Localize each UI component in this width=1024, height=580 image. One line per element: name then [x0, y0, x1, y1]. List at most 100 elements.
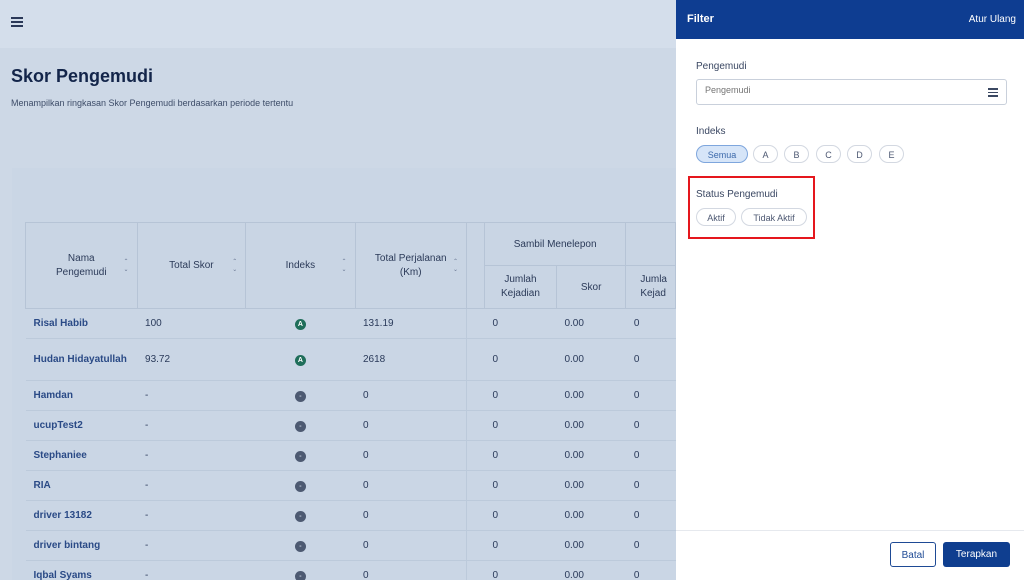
table-row[interactable]: Risal Habib 100 A 131.19 0 0.00 0 [25, 308, 676, 339]
driver-select[interactable] [696, 79, 1007, 105]
total-score: - [137, 530, 246, 561]
total-trip: 0 [355, 470, 467, 501]
score: 0.00 [556, 440, 626, 471]
status-option-tidak-aktif[interactable]: Tidak Aktif [741, 208, 807, 226]
filter-panel: Filter Atur Ulang Pengemudi Indeks Semua… [676, 0, 1024, 580]
score: 0.00 [556, 308, 626, 339]
reset-button[interactable]: Atur Ulang [968, 14, 1016, 25]
index-cell: - [245, 560, 355, 580]
incidents: 0 [484, 410, 557, 441]
driver-name[interactable]: Iqbal Syams [25, 560, 138, 580]
total-score: - [137, 560, 246, 580]
index-option-semua[interactable]: Semua [696, 145, 748, 163]
top-bar [0, 0, 676, 48]
table-row[interactable]: Iqbal Syams - -0 0 0.00 0 [25, 560, 676, 580]
next-incidents: 0 [625, 500, 676, 531]
index-cell: - [245, 440, 355, 471]
column-header-total-trip[interactable]: Total Perjalanan (Km) ⌃ ⌄ [354, 222, 468, 309]
cancel-button[interactable]: Batal [890, 542, 936, 567]
spacer-cell [466, 470, 485, 501]
spacer-cell [466, 410, 485, 441]
index-option-e[interactable]: E [879, 145, 904, 163]
score: 0.00 [556, 560, 626, 580]
column-header-name[interactable]: Nama Pengemudi ⌃ ⌄ [25, 222, 138, 309]
next-incidents: 0 [625, 470, 676, 501]
column-header-total-score[interactable]: Total Skor ⌃ ⌄ [136, 222, 247, 309]
filter-header: Filter Atur Ulang [676, 0, 1024, 39]
driver-name[interactable]: Hamdan [25, 380, 138, 411]
spacer-cell [466, 308, 485, 339]
table-row[interactable]: driver bintang - -0 0 0.00 0 [25, 530, 676, 561]
column-header-incidents-next: Jumla Kejad [625, 265, 676, 309]
driver-name[interactable]: Stephaniee [25, 440, 138, 471]
sort-icon[interactable]: ⌃ ⌄ [232, 258, 238, 273]
column-group-next [625, 222, 676, 266]
spacer-cell [466, 380, 485, 411]
table-row[interactable]: Hamdan - -0 0 0.00 0 [25, 380, 676, 411]
spacer-cell [466, 338, 485, 381]
total-trip: 0 [355, 530, 467, 561]
next-incidents: 0 [625, 338, 676, 381]
footer-divider [676, 530, 1024, 531]
total-score: - [137, 500, 246, 531]
total-score: 93.72 [137, 338, 246, 381]
total-score: - [137, 380, 246, 411]
sort-icon[interactable]: ⌃ ⌄ [453, 258, 459, 273]
status-label: Status Pengemudi [696, 189, 778, 200]
sort-icon[interactable]: ⌃ ⌄ [341, 258, 347, 273]
next-incidents: 0 [625, 410, 676, 441]
driver-name[interactable]: ucupTest2 [25, 410, 138, 441]
index-badge: - [294, 480, 306, 492]
incidents: 0 [484, 530, 557, 561]
index-option-d[interactable]: D [847, 145, 872, 163]
total-score: - [137, 410, 246, 441]
sort-icon[interactable]: ⌃ ⌄ [123, 258, 129, 273]
table-row[interactable]: Hudan Hidayatullah 93.72 A 2618 0 0.00 0 [25, 338, 676, 381]
table-row[interactable]: RIA - -0 0 0.00 0 [25, 470, 676, 501]
table-row[interactable]: ucupTest2- -0 0 0.00 0 [25, 410, 676, 441]
total-trip: 0 [355, 440, 467, 471]
index-option-a[interactable]: A [753, 145, 778, 163]
total-trip: 0 [355, 500, 467, 531]
index-badge: A [294, 354, 306, 366]
next-incidents: 0 [625, 530, 676, 561]
index-cell: A [245, 308, 355, 339]
index-badge: - [294, 390, 306, 402]
status-highlight-box [688, 176, 815, 239]
main-content: Skor Pengemudi Menampilkan ringkasan Sko… [0, 0, 676, 580]
list-icon[interactable] [988, 88, 998, 99]
driver-input[interactable] [705, 85, 965, 95]
driver-name[interactable]: Risal Habib [25, 308, 138, 339]
driver-label: Pengemudi [696, 61, 747, 72]
score: 0.00 [556, 410, 626, 441]
driver-name[interactable]: RIA [25, 470, 138, 501]
table-row[interactable]: driver 13182- -0 0 0.00 0 [25, 500, 676, 531]
page-subtitle: Menampilkan ringkasan Skor Pengemudi ber… [11, 98, 294, 108]
column-header-index[interactable]: Indeks ⌃ ⌄ [245, 222, 356, 309]
total-trip: 131.19 [355, 308, 467, 339]
incidents: 0 [484, 338, 557, 381]
apply-button[interactable]: Terapkan [943, 542, 1010, 567]
hamburger-menu-icon[interactable] [11, 17, 23, 27]
driver-name[interactable]: driver bintang [25, 530, 138, 561]
driver-name[interactable]: Hudan Hidayatullah [25, 338, 138, 381]
total-trip: 2618 [355, 338, 467, 381]
incidents: 0 [484, 560, 557, 580]
next-incidents: 0 [625, 308, 676, 339]
incidents: 0 [484, 470, 557, 501]
incidents: 0 [484, 380, 557, 411]
index-option-b[interactable]: B [784, 145, 809, 163]
score: 0.00 [556, 470, 626, 501]
spacer-cell [466, 440, 485, 471]
driver-name[interactable]: driver 13182 [25, 500, 138, 531]
total-score: - [137, 440, 246, 471]
table-row[interactable]: Stephaniee - -0 0 0.00 0 [25, 440, 676, 471]
spacer-cell [466, 500, 485, 531]
status-option-aktif[interactable]: Aktif [696, 208, 736, 226]
score: 0.00 [556, 530, 626, 561]
total-score: - [137, 470, 246, 501]
index-option-c[interactable]: C [816, 145, 841, 163]
index-badge: - [294, 540, 306, 552]
score: 0.00 [556, 338, 626, 381]
index-cell: A [245, 338, 355, 381]
